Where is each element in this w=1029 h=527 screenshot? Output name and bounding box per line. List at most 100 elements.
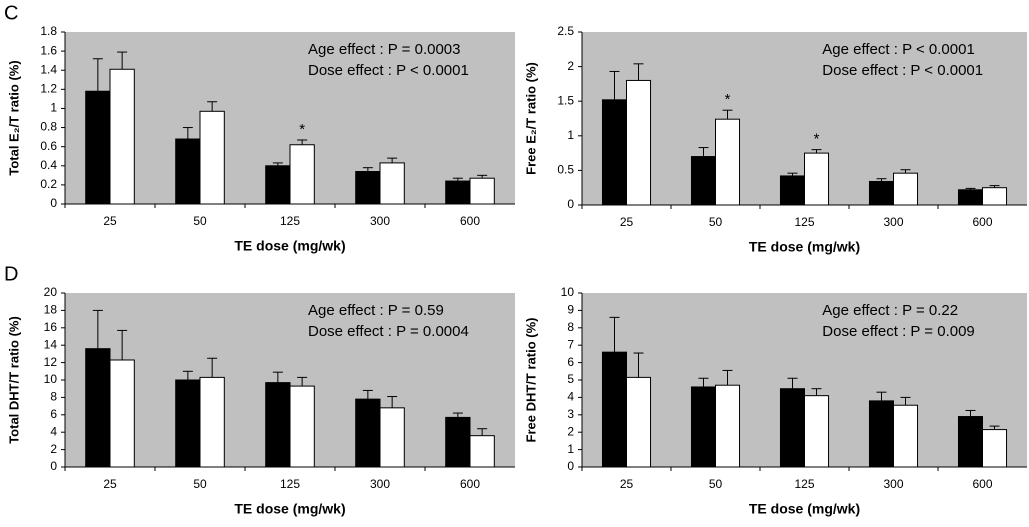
bar: [469, 177, 495, 205]
y-tick-label: 0.6: [40, 139, 57, 153]
y-tick-label: 10: [561, 285, 575, 299]
y-tick-label: 16: [44, 320, 58, 334]
bar: [690, 386, 716, 468]
y-tick-label: 5: [567, 372, 574, 386]
bar: [715, 118, 741, 206]
x-tick-label: 50: [193, 477, 207, 491]
y-tick-label: 14: [44, 337, 58, 351]
bar: [175, 138, 201, 205]
y-tick-label: 1: [567, 442, 574, 456]
annotation: Age effect : P = 0.59: [308, 302, 444, 319]
y-tick-label: 2.5: [557, 24, 574, 38]
y-tick-label: 0: [50, 196, 57, 210]
bar: [85, 348, 111, 468]
bar: [893, 404, 919, 468]
significance-marker: *: [725, 91, 731, 108]
y-axis-title: Free DHT/T ratio (%): [523, 318, 538, 443]
bar: [355, 398, 381, 468]
bar: [265, 165, 291, 205]
y-axis-title: Free E₂/T ratio (%): [523, 62, 538, 175]
annotation: Age effect : P = 0.0003: [308, 41, 460, 58]
bar: [868, 400, 894, 468]
x-tick-label: 25: [103, 477, 117, 491]
x-tick-label: 125: [794, 215, 814, 229]
y-tick-label: 1: [567, 128, 574, 142]
y-tick-label: 4: [50, 424, 57, 438]
bar: [265, 382, 291, 468]
y-tick-label: 2: [567, 424, 574, 438]
bar: [982, 187, 1008, 206]
panel-label: D: [4, 263, 18, 285]
x-tick-label: 600: [460, 214, 480, 228]
x-tick-label: 25: [620, 215, 634, 229]
bar: [175, 379, 201, 468]
y-tick-label: 1.8: [40, 24, 57, 38]
annotation: Dose effect : P = 0.0004: [308, 323, 469, 340]
x-tick-label: 300: [370, 477, 390, 491]
bar: [601, 99, 627, 206]
bar: [289, 144, 315, 205]
y-tick-label: 0.2: [40, 177, 57, 191]
y-tick-label: 3: [567, 407, 574, 421]
x-tick-label: 300: [370, 214, 390, 228]
y-tick-label: 1.2: [40, 82, 57, 96]
bar: [715, 384, 741, 468]
x-tick-label: 50: [709, 477, 723, 491]
y-tick-label: 1.6: [40, 43, 57, 57]
bar: [626, 376, 652, 468]
bar: [289, 385, 315, 468]
bar: [982, 429, 1008, 468]
x-tick-label: 125: [280, 214, 300, 228]
bar: [804, 152, 830, 206]
bar: [445, 416, 471, 468]
bar: [893, 172, 919, 206]
bar: [626, 79, 652, 206]
y-tick-label: 2: [567, 59, 574, 73]
y-tick-label: 0.5: [557, 163, 574, 177]
annotation: Age effect : P < 0.0001: [822, 41, 974, 58]
y-tick-label: 12: [44, 355, 58, 369]
y-tick-label: 8: [567, 320, 574, 334]
annotation: Dose effect : P < 0.0001: [308, 62, 469, 79]
x-tick-label: 25: [103, 214, 117, 228]
y-tick-label: 20: [44, 285, 58, 299]
y-tick-label: 6: [50, 407, 57, 421]
y-tick-label: 2: [50, 442, 57, 456]
y-tick-label: 10: [44, 372, 58, 386]
x-tick-label: 125: [794, 477, 814, 491]
y-tick-label: 0.8: [40, 120, 57, 134]
y-tick-label: 0: [567, 197, 574, 211]
y-tick-label: 1.5: [557, 93, 574, 107]
bar: [957, 189, 983, 206]
bar: [868, 180, 894, 206]
y-tick-label: 0: [567, 459, 574, 473]
bar: [469, 435, 495, 468]
x-tick-label: 600: [460, 477, 480, 491]
x-tick-label: 25: [620, 477, 634, 491]
bar: [445, 180, 471, 205]
y-tick-label: 4: [567, 390, 574, 404]
x-axis-title: TE dose (mg/wk): [749, 501, 860, 517]
x-axis-title: TE dose (mg/wk): [234, 501, 345, 517]
bar: [779, 175, 805, 206]
x-tick-label: 600: [972, 215, 992, 229]
y-tick-label: 18: [44, 303, 58, 317]
bar: [779, 388, 805, 468]
panel-label: C: [4, 2, 18, 24]
x-axis-title: TE dose (mg/wk): [749, 239, 860, 255]
y-tick-label: 1.4: [40, 62, 57, 76]
x-tick-label: 50: [193, 214, 207, 228]
annotation: Age effect : P = 0.22: [822, 302, 958, 319]
bar: [109, 359, 135, 468]
significance-marker: *: [299, 121, 305, 138]
y-tick-label: 7: [567, 337, 574, 351]
significance-marker: *: [814, 131, 820, 148]
x-tick-label: 50: [709, 215, 723, 229]
x-tick-label: 600: [972, 477, 992, 491]
y-tick-label: 9: [567, 303, 574, 317]
bar: [355, 171, 381, 205]
annotation: Dose effect : P = 0.009: [822, 323, 974, 340]
y-tick-label: 1: [50, 101, 57, 115]
x-tick-label: 300: [883, 215, 903, 229]
